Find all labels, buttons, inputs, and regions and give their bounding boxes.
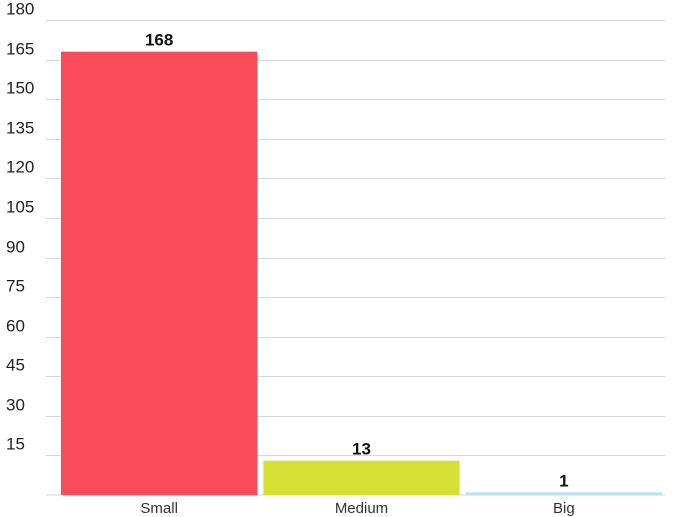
x-axis-category-labels: Small Medium Big [140,500,574,517]
y-tick-label-75: 75 [6,277,25,296]
y-tick-label-30: 30 [6,396,25,415]
data-label-medium: 13 [352,440,371,459]
y-tick-label-105: 105 [6,198,34,217]
y-tick-label-150: 150 [6,79,34,98]
bar-small [61,51,258,496]
y-tick-label-165: 165 [6,40,34,59]
y-tick-label-45: 45 [6,356,25,375]
bars [61,51,662,496]
y-tick-label-180: 180 [6,0,34,19]
bar-medium [263,460,460,495]
y-tick-label-60: 60 [6,317,25,336]
x-category-label-big: Big [553,500,575,517]
y-axis-tick-labels: 15 30 45 60 75 90 105 120 135 150 165 180 [6,0,34,454]
y-tick-label-15: 15 [6,435,25,454]
y-tick-label-135: 135 [6,119,34,138]
y-tick-label-120: 120 [6,158,34,177]
data-label-big: 1 [559,471,568,490]
x-category-label-small: Small [140,500,178,517]
data-label-small: 168 [145,31,173,50]
y-tick-label-90: 90 [6,238,25,257]
bar-big [465,492,662,495]
x-category-label-medium: Medium [335,500,388,517]
bar-value-labels: 168 13 1 [145,31,569,491]
